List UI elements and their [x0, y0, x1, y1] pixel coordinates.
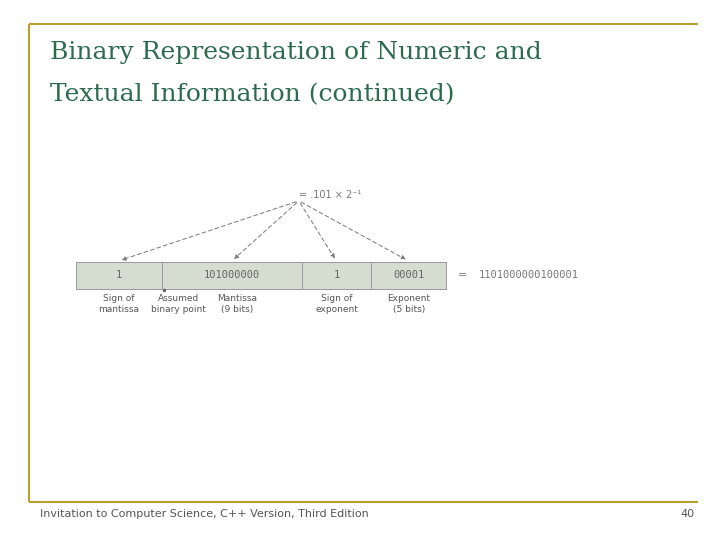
Text: 101000000: 101000000	[204, 271, 261, 280]
Bar	[371, 262, 446, 289]
Text: 1: 1	[116, 271, 122, 280]
Text: 40: 40	[680, 509, 695, 519]
Text: Sign of
exponent: Sign of exponent	[315, 294, 359, 314]
Bar	[76, 262, 162, 289]
Text: Exponent
(5 bits): Exponent (5 bits)	[387, 294, 431, 314]
Text: Binary Representation of Numeric and: Binary Representation of Numeric and	[50, 40, 542, 64]
Bar	[162, 262, 302, 289]
Text: Assumed
binary point: Assumed binary point	[151, 294, 206, 314]
Text: =: =	[458, 271, 468, 280]
Text: 00001: 00001	[393, 271, 424, 280]
Text: Invitation to Computer Science, C++ Version, Third Edition: Invitation to Computer Science, C++ Vers…	[40, 509, 369, 519]
Text: 1101000000100001: 1101000000100001	[479, 271, 579, 280]
Text: Sign of
mantissa: Sign of mantissa	[99, 294, 139, 314]
Text: Textual Information (continued): Textual Information (continued)	[50, 84, 455, 107]
Bar	[302, 262, 371, 289]
Text: 1: 1	[333, 271, 340, 280]
Text: = .101 × 2⁻¹: = .101 × 2⁻¹	[299, 190, 361, 200]
Text: Mantissa
(9 bits): Mantissa (9 bits)	[217, 294, 258, 314]
